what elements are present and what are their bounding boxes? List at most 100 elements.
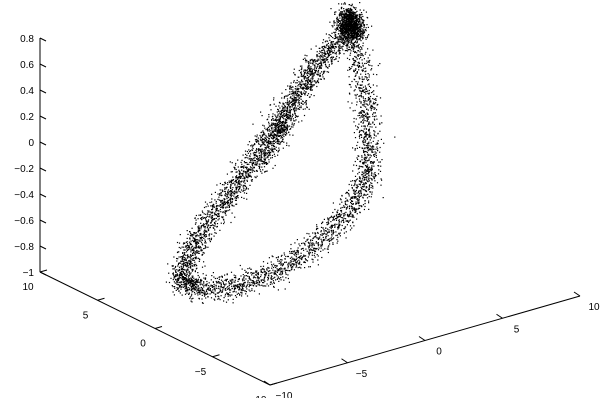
scatter-point <box>352 214 354 216</box>
scatter-point <box>249 279 251 281</box>
scatter-point <box>350 14 352 16</box>
scatter-point <box>336 234 338 236</box>
scatter-point <box>316 237 318 239</box>
scatter-point <box>327 42 329 44</box>
scatter-point <box>338 49 340 51</box>
scatter-point <box>201 266 204 268</box>
scatter-point <box>214 191 216 193</box>
scatter-point <box>240 189 243 191</box>
scatter-point <box>341 46 343 48</box>
scatter-point <box>293 264 295 266</box>
z-tick-label: −1 <box>23 268 35 279</box>
scatter-point <box>361 38 364 40</box>
scatter-point <box>291 124 293 126</box>
scatter-point <box>225 206 227 208</box>
scatter-point <box>209 285 211 287</box>
scatter-point <box>205 231 207 233</box>
scatter-point <box>356 45 358 47</box>
scatter-point <box>337 38 339 40</box>
scatter-point <box>337 60 339 62</box>
scatter-point <box>358 207 360 209</box>
scatter-point <box>213 227 215 229</box>
scatter-point <box>329 243 331 245</box>
scatter-point <box>363 32 365 34</box>
scatter-point <box>361 125 363 127</box>
scatter-point <box>364 190 367 192</box>
scatter-point <box>358 176 361 178</box>
scatter-point <box>308 252 310 254</box>
scatter-point <box>345 17 347 19</box>
scatter-point <box>342 37 344 39</box>
scatter-point <box>265 148 267 150</box>
scatter-point <box>332 41 335 43</box>
scatter-point <box>201 279 203 282</box>
scatter-point <box>366 166 368 168</box>
scatter-point <box>292 263 294 265</box>
scatter-point <box>179 292 181 294</box>
scatter-point <box>207 293 209 295</box>
scatter-point <box>232 179 235 181</box>
scatter-point <box>202 216 204 218</box>
scatter-point <box>303 90 305 92</box>
scatter-point <box>230 200 232 202</box>
scatter-point <box>278 147 280 149</box>
scatter-point <box>358 167 360 169</box>
scatter-point <box>233 166 235 168</box>
scatter-point <box>294 103 296 105</box>
scatter-point <box>372 148 374 150</box>
y-tick-mark <box>39 269 48 273</box>
scatter-point <box>271 151 273 153</box>
scatter-point <box>366 173 368 175</box>
scatter-point <box>241 159 243 161</box>
scatter-point <box>280 279 282 281</box>
scatter-point <box>348 8 350 10</box>
scatter-point <box>335 51 337 53</box>
scatter-point <box>337 226 339 229</box>
scatter-point <box>188 275 190 277</box>
scatter-point <box>323 218 325 220</box>
scatter-point <box>297 267 299 269</box>
scatter-point <box>368 174 370 176</box>
scatter-point <box>366 90 368 93</box>
scatter-point <box>350 32 352 34</box>
scatter-point <box>353 117 355 120</box>
scatter-point <box>285 273 287 275</box>
scatter-point <box>182 279 184 281</box>
scatter-point <box>189 281 192 283</box>
scatter-point <box>364 125 366 127</box>
scatter-point <box>328 222 330 224</box>
scatter-point <box>231 212 233 214</box>
scatter-point <box>366 117 368 119</box>
scatter-point <box>218 212 220 214</box>
scatter-point <box>240 283 242 285</box>
scatter-point <box>242 184 244 186</box>
scatter-point <box>361 34 363 36</box>
scatter-point <box>222 217 224 219</box>
scatter-point <box>357 126 359 128</box>
scatter-point <box>203 290 205 292</box>
scatter-point <box>274 130 276 132</box>
scatter-point <box>279 116 281 118</box>
scatter-point <box>274 164 276 167</box>
scatter-point <box>332 26 334 28</box>
scatter-point <box>361 69 363 71</box>
scatter-point <box>249 290 251 292</box>
scatter-point <box>317 231 319 234</box>
scatter-point <box>314 232 316 234</box>
scatter-point <box>367 35 369 37</box>
scatter-point <box>198 247 201 249</box>
scatter-point <box>340 214 342 216</box>
scatter-point <box>297 247 299 249</box>
scatter-point <box>352 26 354 29</box>
scatter-point <box>356 37 358 39</box>
scatter-point <box>383 142 385 144</box>
scatter-point <box>366 119 368 121</box>
scatter-point <box>178 283 180 286</box>
scatter-point <box>308 62 310 64</box>
scatter-point <box>177 270 179 272</box>
scatter-point <box>220 282 222 284</box>
scatter-point <box>255 270 257 272</box>
scatter-point <box>358 95 360 97</box>
scatter-point <box>349 229 352 231</box>
scatter-point <box>278 131 280 133</box>
